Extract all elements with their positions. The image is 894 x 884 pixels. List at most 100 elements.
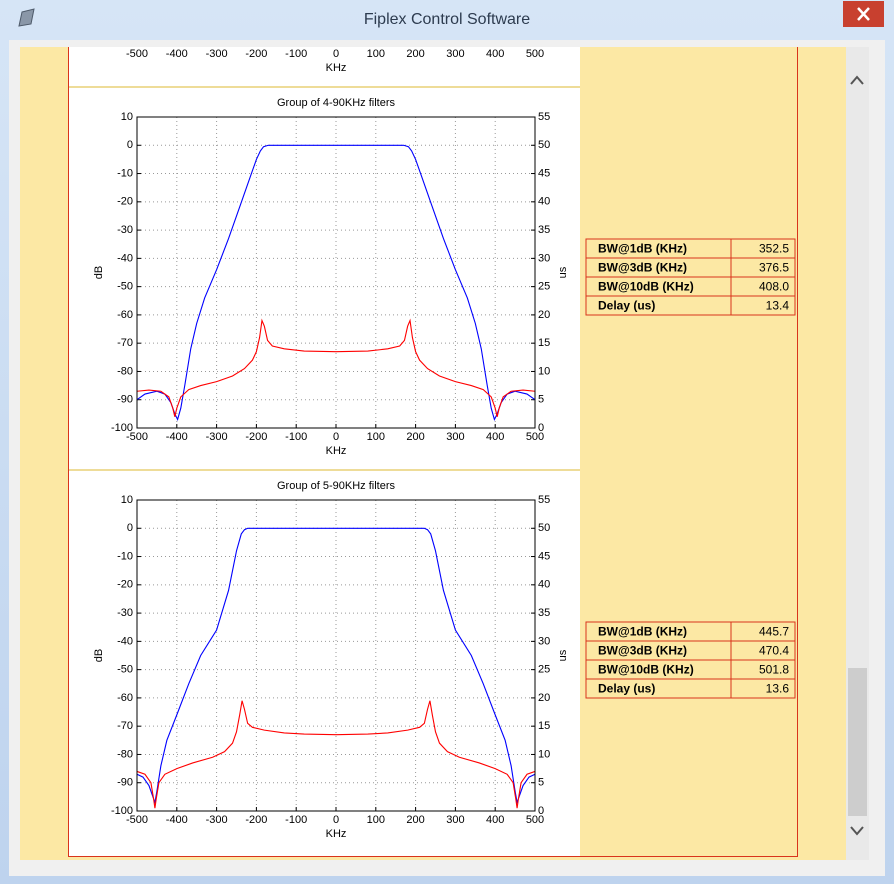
table-value: 13.6	[766, 682, 790, 696]
x-tick-label: 200	[406, 431, 424, 443]
table-label: BW@3dB (KHz)	[598, 644, 687, 658]
table-label: BW@10dB (KHz)	[598, 663, 694, 677]
table-cell	[730, 295, 796, 316]
y-tick-label: -70	[117, 337, 133, 349]
y2-tick-label: 35	[538, 224, 550, 236]
y2-tick-label: 40	[538, 196, 550, 208]
chart-title: Group of 5-90KHz filters	[277, 480, 395, 492]
y2-tick-label: 5	[538, 777, 544, 789]
y2-tick-label: 45	[538, 167, 550, 179]
y2-tick-label: 25	[538, 664, 550, 676]
window-title: Fiplex Control Software	[364, 11, 530, 28]
y2-tick-label: 30	[538, 252, 550, 264]
x-tick-label: 500	[526, 48, 544, 60]
y-tick-label: -10	[117, 550, 133, 562]
x-tick-label: 100	[367, 431, 385, 443]
x-tick-label: -400	[166, 48, 188, 60]
x-tick-label: 0	[333, 431, 339, 443]
x-tick-label: -300	[206, 814, 228, 826]
x-tick-label: -100	[285, 431, 307, 443]
x-tick-label: 200	[406, 48, 424, 60]
x-tick-label: -500	[126, 431, 148, 443]
y2-tick-label: 20	[538, 309, 550, 321]
y2-tick-label: 45	[538, 550, 550, 562]
x-axis-label: KHz	[326, 445, 347, 457]
x-tick-label: 0	[333, 48, 339, 60]
y2-axis-label: us	[557, 649, 569, 661]
x-tick-label: -200	[245, 431, 267, 443]
y-tick-label: -50	[117, 664, 133, 676]
y-tick-label: -60	[117, 692, 133, 704]
y-axis-label: dB	[93, 266, 105, 279]
x-tick-label: -300	[206, 48, 228, 60]
y2-tick-label: 0	[538, 422, 544, 434]
x-tick-label: 0	[333, 814, 339, 826]
y-tick-label: -90	[117, 777, 133, 789]
x-tick-label: 500	[526, 814, 544, 826]
table-value: 470.4	[759, 644, 789, 658]
y-tick-label: -60	[117, 309, 133, 321]
scroll-up[interactable]	[850, 75, 864, 85]
x-tick-label: 400	[486, 48, 504, 60]
x-tick-label: -400	[166, 431, 188, 443]
y2-tick-label: 20	[538, 692, 550, 704]
x-tick-label: 300	[446, 431, 464, 443]
x-tick-label: 200	[406, 814, 424, 826]
table-value: 13.4	[766, 299, 790, 313]
table-value: 445.7	[759, 625, 789, 639]
table-value: 501.8	[759, 663, 789, 677]
x-tick-label: -500	[126, 48, 148, 60]
table-label: BW@1dB (KHz)	[598, 242, 687, 256]
chart-title: Group of 4-90KHz filters	[277, 97, 395, 109]
x-tick-label: 100	[367, 814, 385, 826]
y2-tick-label: 5	[538, 394, 544, 406]
y-tick-label: -90	[117, 394, 133, 406]
series-line	[136, 144, 536, 422]
table-cell	[730, 678, 796, 699]
y2-tick-label: 50	[538, 522, 550, 534]
x-tick-label: -200	[245, 814, 267, 826]
y-tick-label: -80	[117, 365, 133, 377]
y-tick-label: -20	[117, 579, 133, 591]
y2-tick-label: 15	[538, 337, 550, 349]
y2-tick-label: 55	[538, 494, 550, 506]
y2-tick-label: 10	[538, 365, 550, 377]
y-tick-label: 0	[127, 522, 133, 534]
x-tick-label: 500	[526, 431, 544, 443]
y-tick-label: -20	[117, 196, 133, 208]
y2-tick-label: 10	[538, 748, 550, 760]
y-tick-label: -100	[111, 805, 133, 817]
series-line	[136, 700, 536, 809]
table-value: 376.5	[759, 261, 789, 275]
y-tick-label: 10	[121, 494, 133, 506]
y2-tick-label: 15	[538, 720, 550, 732]
plot-frame	[136, 499, 536, 812]
y-tick-label: -70	[117, 720, 133, 732]
x-tick-label: 100	[367, 48, 385, 60]
y2-tick-label: 35	[538, 607, 550, 619]
x-tick-label: 400	[486, 814, 504, 826]
table-value: 352.5	[759, 242, 789, 256]
x-tick-label: 400	[486, 431, 504, 443]
x-tick-label: 300	[446, 814, 464, 826]
scroll-down[interactable]	[850, 826, 864, 836]
y-tick-label: -10	[117, 167, 133, 179]
x-tick-label: 300	[446, 48, 464, 60]
y2-axis-label: us	[557, 266, 569, 278]
series-line	[136, 318, 536, 417]
x-tick-label: -200	[245, 48, 267, 60]
x-axis-label: KHz	[326, 828, 347, 840]
scrollbar[interactable]	[846, 47, 869, 860]
y2-tick-label: 55	[538, 111, 550, 123]
app-icon	[18, 8, 35, 27]
y-tick-label: -100	[111, 422, 133, 434]
y-tick-label: 0	[127, 139, 133, 151]
y2-tick-label: 50	[538, 139, 550, 151]
y2-tick-label: 30	[538, 635, 550, 647]
table-value: 408.0	[759, 280, 789, 294]
x-tick-label: -300	[206, 431, 228, 443]
y-tick-label: -30	[117, 607, 133, 619]
x-tick-label: -400	[166, 814, 188, 826]
plot-frame	[136, 116, 536, 429]
scrollbar-thumb[interactable]	[848, 668, 867, 816]
